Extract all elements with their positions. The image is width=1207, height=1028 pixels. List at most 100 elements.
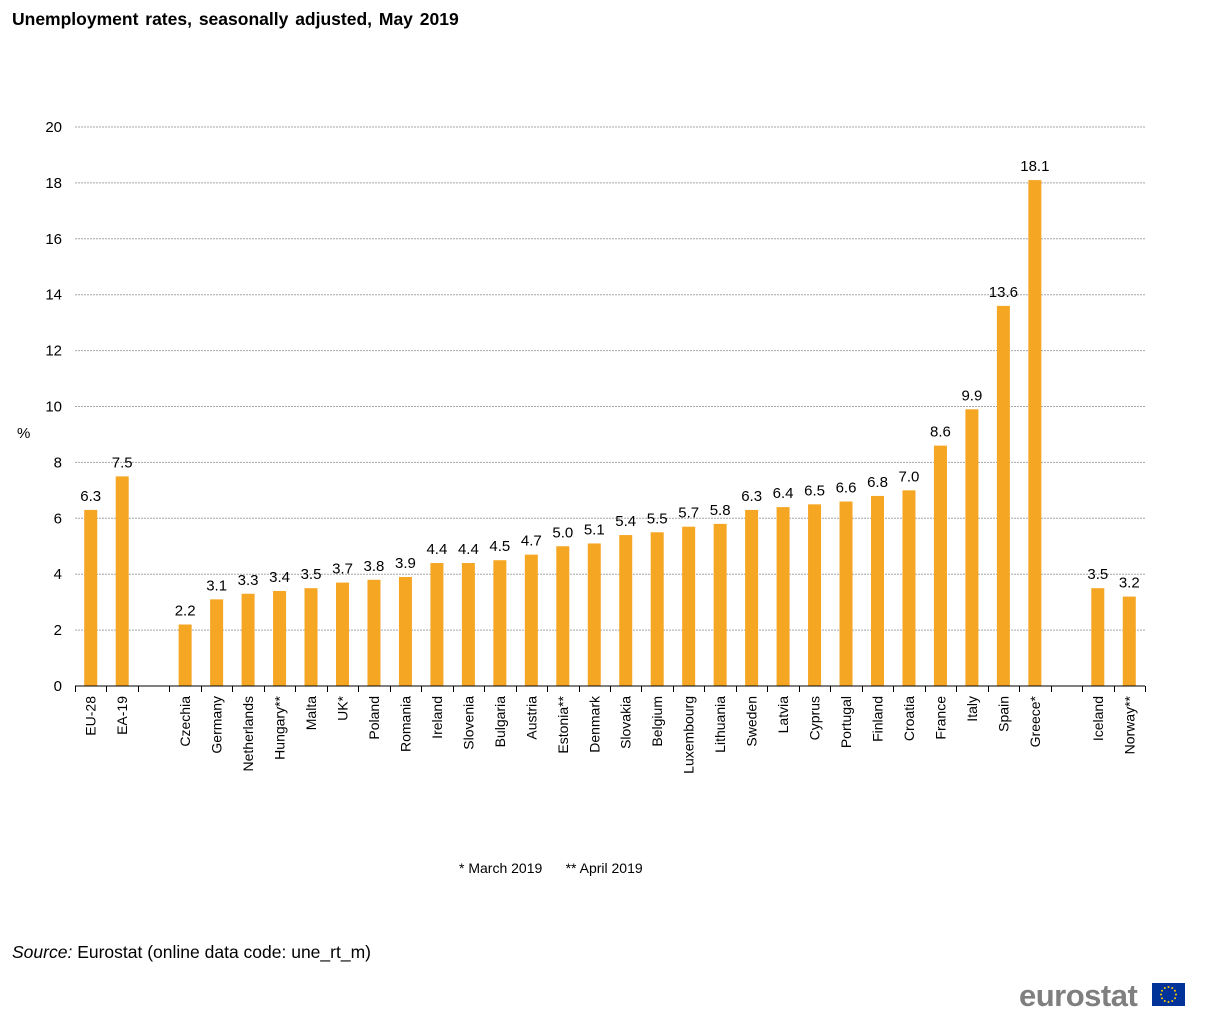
x-tick-label: Denmark	[586, 695, 602, 753]
x-tick-label: Iceland	[1090, 696, 1106, 741]
y-axis-ticks: 0 2 4 6 8 10 12 14 16 18 20	[45, 119, 62, 695]
eu-star	[1173, 989, 1176, 992]
data-label: 3.3	[238, 572, 259, 589]
bar	[367, 579, 381, 686]
bar	[273, 590, 287, 686]
x-tick-label: Netherlands	[240, 696, 256, 772]
bars	[84, 180, 1136, 687]
data-label: 6.5	[804, 482, 825, 499]
data-label: 3.5	[301, 566, 322, 583]
logo-wordmark: eurostat	[1019, 978, 1138, 1013]
bar	[1028, 180, 1042, 687]
data-label: 5.0	[552, 524, 573, 541]
gridlines	[75, 126, 1145, 631]
x-tick-label: Greece*	[1027, 695, 1043, 747]
bar	[745, 509, 759, 686]
bar	[84, 509, 98, 686]
x-tick-label: Belgium	[649, 696, 665, 747]
data-label: 4.4	[426, 541, 447, 558]
source-line: Source: Eurostat (online data code: une_…	[12, 942, 371, 963]
eu-star	[1171, 999, 1174, 1002]
data-label: 6.6	[836, 480, 857, 497]
bar	[619, 535, 633, 686]
x-tick-label: Romania	[397, 696, 413, 752]
y-tick-label: 18	[45, 175, 62, 192]
data-label: 5.8	[710, 502, 731, 519]
x-tick-label: UK*	[335, 695, 351, 720]
bar	[965, 409, 979, 686]
x-tick-label: Luxembourg	[681, 696, 697, 774]
data-label: 3.4	[269, 569, 290, 586]
x-tick-label: Bulgaria	[492, 696, 508, 748]
data-label: 3.5	[1087, 566, 1108, 583]
bar	[682, 526, 696, 686]
eu-star	[1167, 986, 1170, 988]
eu-star	[1161, 989, 1164, 992]
x-tick-label: Slovakia	[618, 696, 634, 749]
x-axis	[75, 685, 1146, 692]
data-label: 3.9	[395, 555, 416, 572]
y-tick-label: 4	[54, 566, 62, 583]
bar	[1122, 596, 1136, 686]
y-tick-label: 10	[45, 399, 62, 416]
data-label: 5.4	[615, 513, 636, 530]
y-tick-label: 12	[45, 343, 62, 360]
x-tick-label: Norway**	[1121, 695, 1137, 754]
data-label: 6.8	[867, 474, 888, 491]
data-label: 6.3	[80, 488, 101, 505]
data-labels: 6.3 7.5 2.2 3.1 3.3 3.4 3.5 3.7 3.8 3.9 4.4 4.4 4.5 4…	[80, 158, 1139, 619]
eu-star	[1160, 993, 1162, 996]
data-label: 2.2	[175, 603, 196, 620]
data-label: 8.6	[930, 424, 951, 441]
bar	[839, 501, 853, 686]
data-label: 6.4	[773, 485, 794, 502]
bar	[808, 504, 822, 686]
bar	[398, 576, 412, 686]
data-label: 3.8	[364, 558, 385, 575]
y-tick-label: 8	[54, 454, 62, 471]
data-label: 7.5	[112, 454, 133, 471]
data-label: 9.9	[961, 387, 982, 404]
eu-star	[1175, 993, 1177, 996]
eu-star	[1173, 997, 1176, 1000]
x-tick-label: Austria	[523, 696, 539, 740]
data-label: 5.7	[678, 505, 699, 522]
x-axis-tick-labels: EU-28 EA-19 Czechia Germany Netherlands Hunga…	[83, 695, 1138, 774]
bar	[996, 305, 1010, 686]
data-label: 4.4	[458, 541, 479, 558]
x-tick-label: Sweden	[744, 696, 760, 747]
bar	[461, 563, 475, 686]
x-tick-label: Italy	[964, 696, 980, 722]
chart-footnote: * March 2019 ** April 2019	[459, 860, 643, 876]
data-label: 3.7	[332, 561, 353, 578]
bar	[871, 495, 884, 686]
bar	[713, 523, 727, 686]
source-text: Eurostat (online data code: une_rt_m)	[77, 942, 371, 962]
bar	[493, 560, 507, 686]
eu-star	[1161, 997, 1164, 1000]
bar	[304, 588, 318, 686]
bar	[933, 445, 947, 686]
bar	[1091, 588, 1105, 686]
bar	[556, 546, 570, 686]
source-label: Source:	[12, 942, 73, 962]
bar	[650, 532, 664, 686]
y-tick-label: 14	[45, 287, 62, 304]
x-tick-label: Czechia	[177, 696, 193, 747]
data-label: 3.2	[1119, 575, 1140, 592]
x-tick-label: Slovenia	[460, 696, 476, 750]
eu-star	[1167, 1001, 1170, 1003]
y-tick-label: 20	[45, 119, 62, 136]
x-tick-label: Lithuania	[712, 696, 728, 753]
data-label: 5.5	[647, 510, 668, 527]
data-label: 5.1	[584, 521, 605, 538]
x-tick-label: France	[932, 696, 948, 740]
bar	[336, 582, 349, 686]
x-tick-label: EA-19	[114, 696, 130, 735]
data-label: 6.3	[741, 488, 762, 505]
data-label: 3.1	[206, 577, 227, 594]
bar	[524, 554, 538, 686]
y-tick-label: 6	[54, 510, 62, 527]
data-label: 13.6	[989, 284, 1018, 301]
eu-star	[1163, 999, 1166, 1002]
